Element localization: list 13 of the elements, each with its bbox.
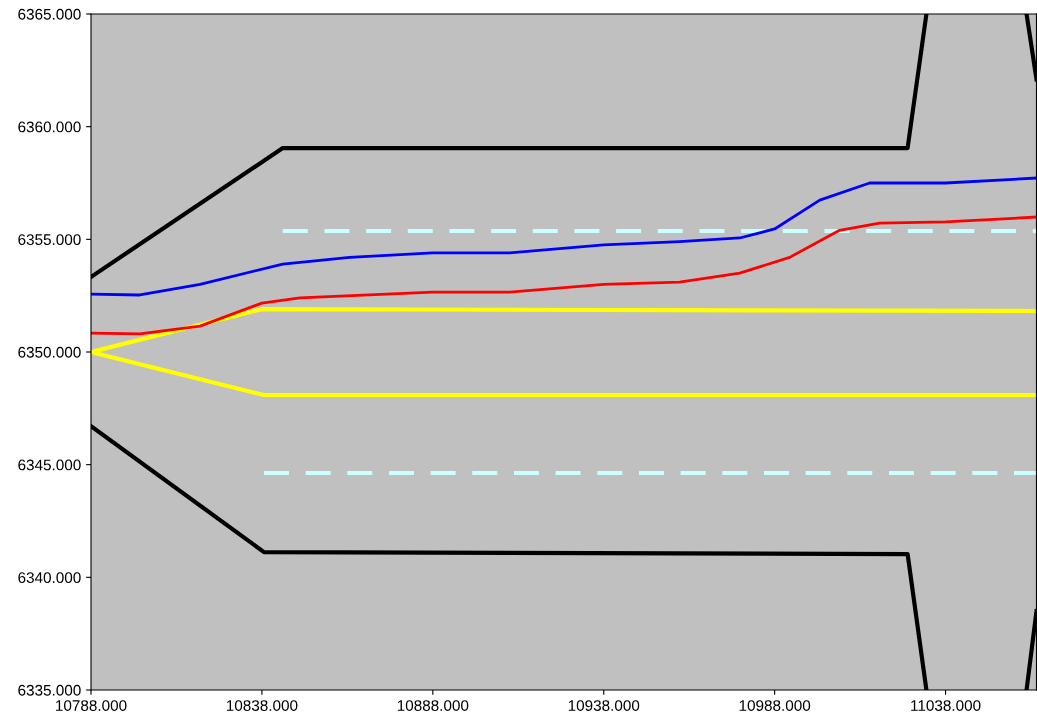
y-tick-label: 6360.000 bbox=[18, 121, 81, 133]
y-tick-label: 6340.000 bbox=[18, 572, 81, 584]
y-tick-label: 6355.000 bbox=[18, 234, 81, 246]
x-tick-label: 10988.000 bbox=[739, 700, 811, 711]
x-tick-label: 10888.000 bbox=[397, 700, 469, 711]
y-tick-label: 6350.000 bbox=[18, 346, 81, 358]
x-tick-label: 10838.000 bbox=[226, 700, 298, 711]
x-tick-label: 10788.000 bbox=[56, 700, 127, 711]
y-tick-label: 6345.000 bbox=[18, 459, 81, 471]
y-tick-label: 6335.000 bbox=[18, 684, 81, 696]
x-tick-label: 11038.000 bbox=[911, 700, 981, 711]
y-tick-label: 6365.000 bbox=[18, 8, 81, 20]
x-tick-label: 10938.000 bbox=[568, 700, 640, 711]
